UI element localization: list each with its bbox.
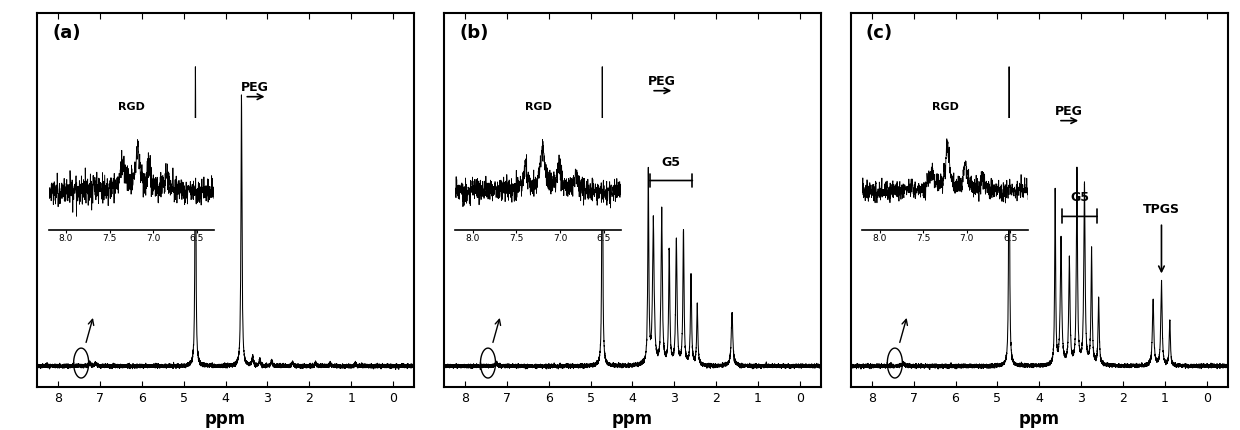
Text: PEG: PEG [1055, 104, 1083, 118]
Text: G5: G5 [662, 156, 681, 169]
Text: (b): (b) [459, 24, 489, 42]
Text: (c): (c) [866, 24, 893, 42]
X-axis label: ppm: ppm [611, 410, 653, 428]
Text: TPGS: TPGS [1143, 203, 1180, 216]
Text: (a): (a) [52, 24, 81, 42]
X-axis label: ppm: ppm [1019, 410, 1060, 428]
X-axis label: ppm: ppm [205, 410, 246, 428]
Text: PEG: PEG [647, 75, 676, 88]
Text: G5: G5 [1070, 191, 1089, 204]
Text: PEG: PEG [241, 81, 269, 94]
